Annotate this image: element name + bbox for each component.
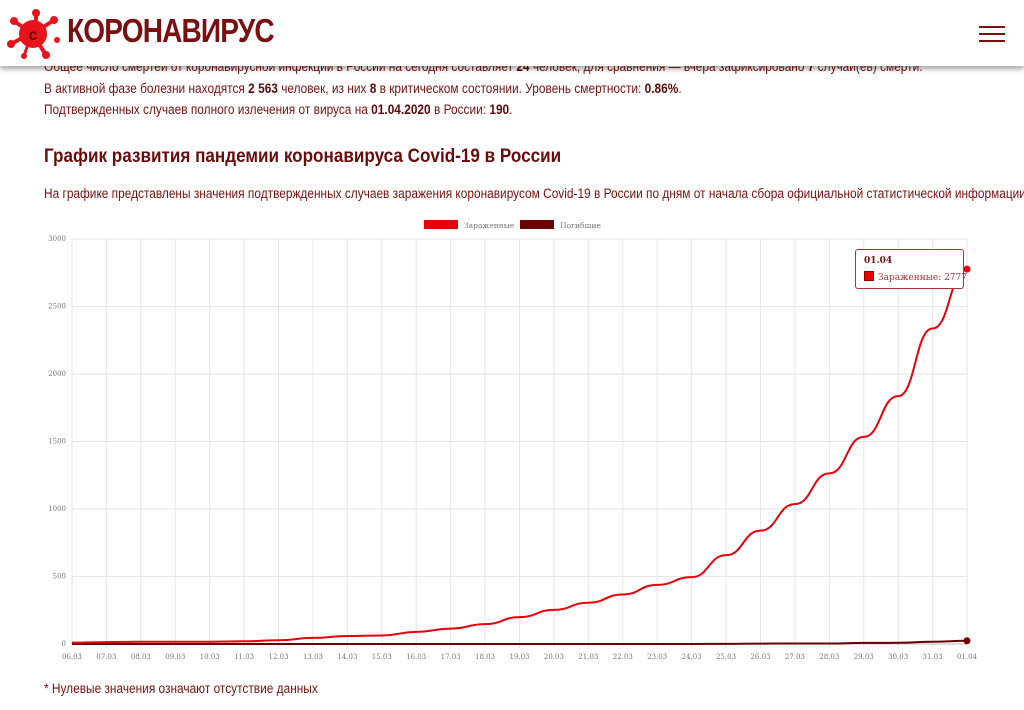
x-tick-label: 30.03 [888,653,908,661]
x-tick-label: 11.03 [234,653,254,661]
chart-tooltip: 01.04 Зараженные: 2777 [855,249,967,289]
y-tick-label: 1500 [48,438,66,446]
x-tick-label: 18.03 [475,653,495,661]
x-tick-label: 15.03 [372,653,392,661]
x-tick-label: 28.03 [819,653,839,661]
y-tick-label: 500 [53,573,66,581]
series-line [72,639,968,645]
legend-label: Погибшие [560,221,601,230]
x-tick-label: 20.03 [544,653,564,661]
x-tick-label: 26.03 [750,653,770,661]
svg-text:c: c [29,27,38,44]
series-point [963,637,971,645]
x-tick-label: 09.03 [165,653,185,661]
section-description: На графике представлены значения подтвер… [44,186,1024,201]
tooltip-swatch [864,271,874,281]
x-tick-label: 24.03 [682,653,702,661]
recovered-stat: Подтвержденных случаев полного излечения… [44,102,513,117]
x-tick-label: 01.04 [957,653,978,661]
x-tick-label: 23.03 [647,653,667,661]
hamburger-menu-icon[interactable] [979,26,1005,42]
x-tick-label: 16.03 [406,653,426,661]
x-tick-label: 22.03 [613,653,633,661]
x-tick-label: 08.03 [131,653,151,661]
series-point [963,265,971,273]
footnote: * Нулевые значения означают отсутствие д… [44,681,318,696]
series-line [71,268,968,644]
y-tick-label: 2000 [48,370,66,378]
x-tick-label: 13.03 [303,653,323,661]
virus-logo-icon[interactable]: c [6,6,62,60]
y-tick-label: 2500 [48,303,66,311]
x-tick-label: 12.03 [269,653,289,661]
x-tick-label: 07.03 [96,653,116,661]
active-stat: В активной фазе болезни находятся 2 563 … [44,81,682,96]
x-tick-label: 21.03 [578,653,598,661]
x-tick-label: 17.03 [441,653,461,661]
y-tick-label: 1000 [48,505,66,513]
x-tick-label: 29.03 [854,653,874,661]
site-header: c КОРОНАВИРУС [0,0,1024,66]
site-title[interactable]: КОРОНАВИРУС [67,12,275,49]
x-tick-label: 25.03 [716,653,736,661]
pandemic-chart: 0 500 1000 1500 2000 2500 3000 06.03 07.03 08.03 0… [48,220,978,661]
x-tick-label: 31.03 [923,653,943,661]
legend-label: Зараженные [464,221,515,230]
x-tick-label: 14.03 [337,653,357,661]
x-tick-label: 27.03 [785,653,805,661]
section-title: График развития пандемии коронавируса Co… [44,146,562,167]
legend-swatch [424,220,458,229]
y-tick-label: 3000 [48,235,66,243]
x-tick-label: 19.03 [509,653,529,661]
legend-swatch [520,220,554,229]
x-tick-label: 06.03 [62,653,82,661]
y-tick-label: 0 [62,640,66,648]
x-tick-label: 10.03 [200,653,220,661]
